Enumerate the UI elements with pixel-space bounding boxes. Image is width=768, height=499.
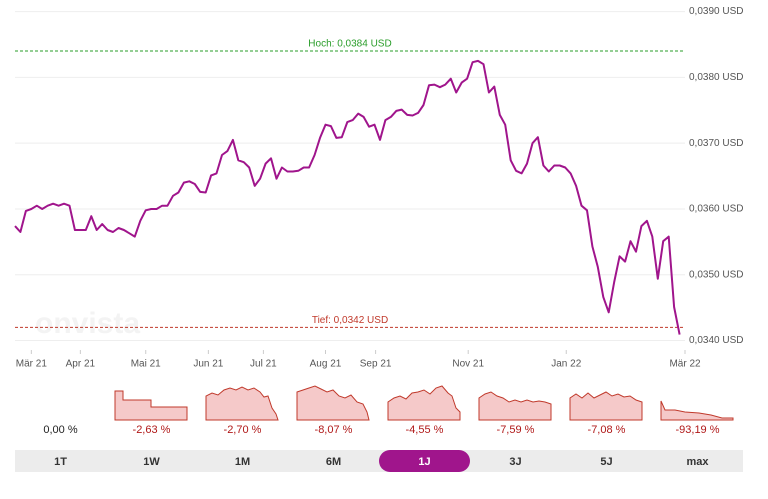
- sparkline: [114, 390, 188, 421]
- period-button[interactable]: 1T: [54, 456, 67, 468]
- period-button-bg: [470, 450, 561, 472]
- y-tick-label: 0,0360 USD: [689, 204, 743, 215]
- period-button[interactable]: 6M: [326, 456, 341, 468]
- period-button[interactable]: 1W: [143, 456, 160, 468]
- period-button[interactable]: 1J: [418, 456, 430, 468]
- x-tick-label: Mai 21: [131, 359, 161, 370]
- x-tick-label: Jun 21: [193, 359, 223, 370]
- period-button-bg: [106, 450, 197, 472]
- x-tick-label: Jan 22: [551, 359, 581, 370]
- period-change: -2,70 %: [224, 424, 262, 436]
- period-button[interactable]: 5J: [600, 456, 612, 468]
- period-change: -8,07 %: [315, 424, 353, 436]
- annotation-label: Tief: 0,0342 USD: [312, 315, 388, 326]
- x-tick-label: Mär 22: [669, 359, 701, 370]
- period-button-bg: [561, 450, 652, 472]
- annotation-label: Hoch: 0,0384 USD: [308, 39, 391, 50]
- x-tick-label: Nov 21: [452, 359, 484, 370]
- period-button[interactable]: 3J: [509, 456, 521, 468]
- y-tick-label: 0,0370 USD: [689, 138, 743, 149]
- period-change: -2,63 %: [133, 424, 171, 436]
- period-button[interactable]: 1M: [235, 456, 250, 468]
- period-button-bg: [197, 450, 288, 472]
- x-tick-label: Apr 21: [66, 359, 96, 370]
- period-button[interactable]: max: [686, 456, 709, 468]
- period-change: -7,08 %: [588, 424, 626, 436]
- y-tick-label: 0,0350 USD: [689, 269, 743, 280]
- x-tick-label: Sep 21: [360, 359, 392, 370]
- y-tick-label: 0,0390 USD: [689, 6, 743, 17]
- x-tick-label: Aug 21: [310, 359, 342, 370]
- sparkline: [569, 391, 643, 421]
- y-tick-label: 0,0380 USD: [689, 72, 743, 83]
- watermark: onvista: [35, 307, 140, 340]
- period-change: -93,19 %: [675, 424, 719, 436]
- y-tick-label: 0,0340 USD: [689, 335, 743, 346]
- sparkline: [478, 391, 552, 421]
- x-tick-label: Jul 21: [250, 359, 277, 370]
- period-button-bg: [652, 450, 743, 472]
- period-button-bg: [288, 450, 379, 472]
- period-change: 0,00 %: [43, 424, 77, 436]
- price-line: [14, 59, 681, 335]
- sparkline: [205, 386, 279, 421]
- sparklines: [114, 385, 734, 421]
- period-change: -4,55 %: [406, 424, 444, 436]
- sparkline: [296, 385, 370, 421]
- x-tick-label: Mär 21: [16, 359, 48, 370]
- sparkline: [660, 400, 734, 421]
- sparkline: [387, 385, 461, 421]
- period-button-active[interactable]: [379, 450, 470, 472]
- period-change: -7,59 %: [497, 424, 535, 436]
- period-button-bg: [15, 450, 106, 472]
